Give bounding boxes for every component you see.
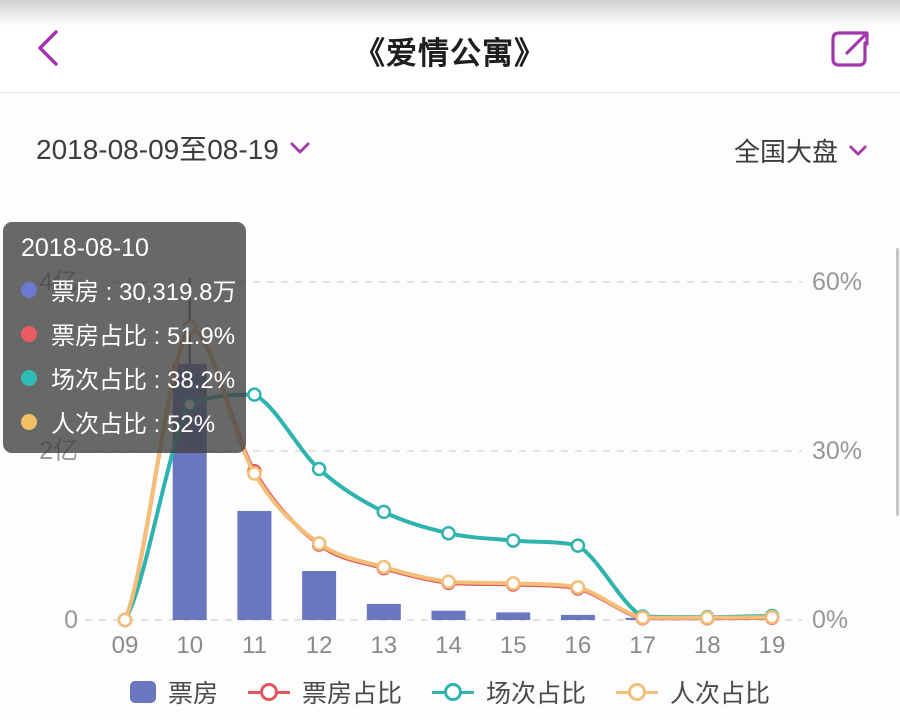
series-dot-rencizhanbi bbox=[21, 413, 37, 430]
header: 《爱情公寓》 bbox=[0, 0, 900, 93]
svg-text:09: 09 bbox=[112, 632, 139, 659]
svg-text:11: 11 bbox=[242, 632, 267, 659]
share-button[interactable] bbox=[828, 26, 874, 72]
svg-text:13: 13 bbox=[370, 632, 397, 659]
tooltip-row: 场次占比 : 38.2% bbox=[21, 360, 235, 395]
line-swatch-icon bbox=[247, 683, 290, 701]
svg-text:60%: 60% bbox=[812, 268, 862, 296]
svg-text:17: 17 bbox=[629, 632, 656, 659]
back-chevron-icon bbox=[38, 30, 58, 66]
svg-text:30%: 30% bbox=[812, 437, 862, 465]
chart-tooltip: 2018-08-10 票房 : 30,319.8万 票房占比 : 51.9% 场… bbox=[3, 222, 246, 453]
svg-text:16: 16 bbox=[565, 632, 592, 659]
tooltip-row: 人次占比 : 52% bbox=[21, 404, 230, 439]
tooltip-row: 票房占比 : 51.9% bbox=[21, 316, 235, 351]
scrollbar[interactable] bbox=[896, 248, 899, 516]
series-dot-changcizhanbi bbox=[21, 369, 37, 386]
legend-item-piaofangzhanbi[interactable]: 票房占比 bbox=[247, 674, 402, 710]
svg-text:14: 14 bbox=[435, 632, 462, 659]
filter-row: 2018-08-09至08-19 全国大盘 bbox=[0, 128, 900, 178]
chart-legend: 票房 票房占比 场次占比 人次占比 bbox=[0, 672, 900, 712]
back-button[interactable] bbox=[30, 26, 70, 70]
open-external-icon bbox=[831, 31, 869, 67]
svg-text:19: 19 bbox=[759, 632, 786, 659]
chevron-down-icon bbox=[849, 145, 867, 156]
chevron-down-icon bbox=[290, 142, 310, 154]
svg-text:10: 10 bbox=[176, 632, 203, 659]
svg-text:12: 12 bbox=[306, 632, 333, 659]
line-swatch-icon bbox=[616, 683, 659, 701]
legend-item-changcizhanbi[interactable]: 场次占比 bbox=[432, 674, 586, 710]
date-range-label: 2018-08-09至08-19 bbox=[36, 134, 279, 165]
market-select[interactable]: 全国大盘 bbox=[734, 132, 868, 169]
tooltip-date: 2018-08-10 bbox=[21, 234, 149, 262]
date-range-select[interactable]: 2018-08-09至08-19 bbox=[36, 128, 311, 168]
market-label: 全国大盘 bbox=[733, 137, 838, 167]
svg-text:0%: 0% bbox=[812, 606, 848, 634]
bar-swatch-icon bbox=[129, 681, 156, 703]
line-swatch-icon bbox=[432, 683, 474, 701]
svg-text:0: 0 bbox=[64, 606, 78, 634]
legend-item-piaofang[interactable]: 票房 bbox=[129, 674, 218, 710]
page-title: 《爱情公寓》 bbox=[354, 36, 546, 71]
tooltip-row: 票房 : 30,319.8万 bbox=[21, 272, 236, 307]
svg-text:18: 18 bbox=[694, 632, 721, 659]
series-dot-piaofangzhanbi bbox=[21, 325, 37, 342]
legend-item-rencizhanbi[interactable]: 人次占比 bbox=[616, 674, 770, 710]
svg-text:15: 15 bbox=[500, 632, 527, 659]
series-dot-piaofang bbox=[21, 281, 37, 298]
